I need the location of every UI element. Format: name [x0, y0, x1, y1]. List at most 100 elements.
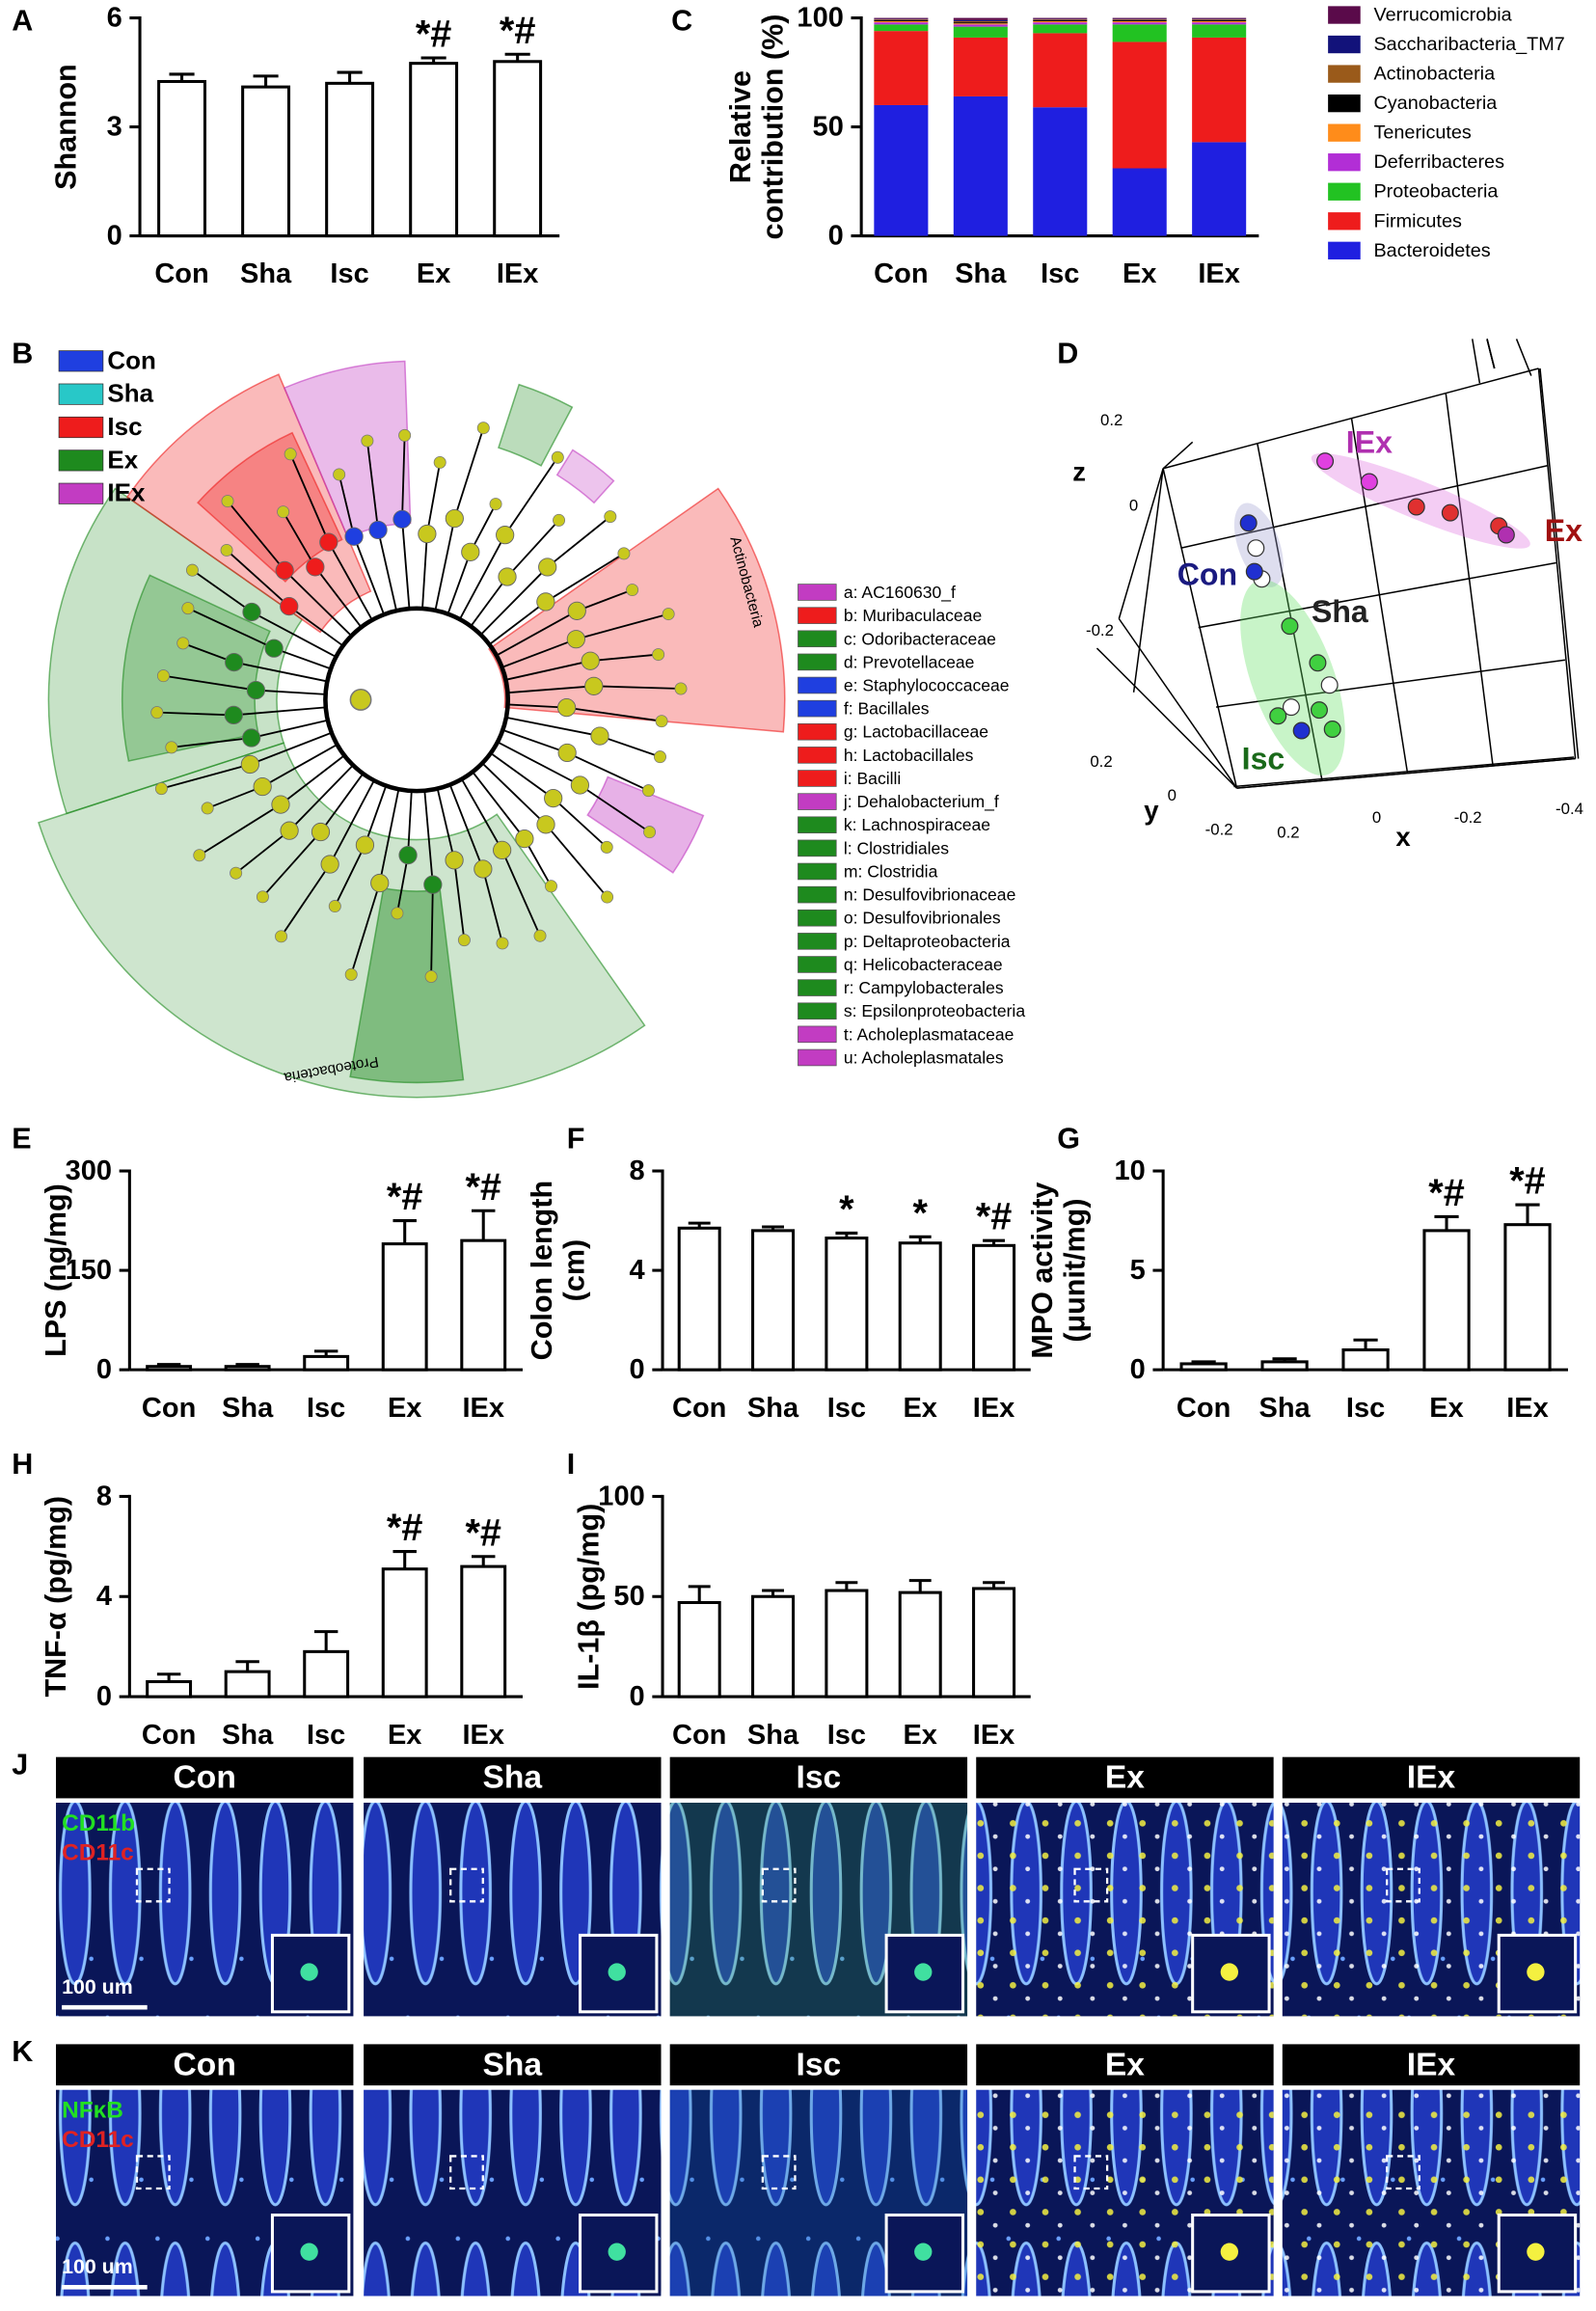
leaf	[654, 750, 666, 764]
bar	[146, 1679, 193, 1699]
zoom-region	[449, 1867, 484, 1903]
significance-mark: *#	[465, 1511, 501, 1554]
column-header	[976, 2044, 1274, 2086]
node	[225, 652, 244, 672]
bar-segment	[1033, 24, 1088, 34]
bar-segment	[953, 23, 1008, 25]
x-tick-label: Ex	[903, 1720, 936, 1751]
bar-segment	[874, 19, 929, 21]
node	[253, 776, 272, 797]
x-tick-label: Isc	[330, 258, 368, 289]
stain-label: CD11c	[62, 1839, 134, 1865]
taxon-swatch	[798, 933, 837, 950]
pca-grid	[1118, 618, 1238, 789]
node	[246, 680, 266, 700]
legend-label: Bacteroidetes	[1373, 240, 1490, 261]
leaf	[398, 428, 412, 442]
bar	[1179, 1362, 1228, 1372]
taxon-label: h: Lactobacillales	[844, 746, 974, 765]
clade-highlight	[47, 487, 304, 815]
axis-label: x	[1395, 822, 1411, 852]
x-tick-label: Isc	[307, 1393, 345, 1424]
significance-mark: *#	[465, 1166, 501, 1209]
axis-label: z	[1072, 456, 1086, 486]
clade-highlight	[197, 431, 343, 583]
bar	[677, 1600, 721, 1699]
pca-grid	[1162, 367, 1539, 470]
taxon-swatch	[798, 1002, 837, 1020]
clade-highlight	[555, 449, 615, 504]
y-tick-label: 5	[1130, 1255, 1146, 1286]
pca-grid	[1350, 418, 1409, 774]
node	[498, 567, 517, 586]
x-tick-label: Sha	[222, 1720, 274, 1751]
legend-label: Deferribacteres	[1373, 151, 1504, 173]
bar-segment	[1112, 17, 1167, 19]
x-tick-label: IEx	[497, 258, 539, 289]
node	[461, 542, 480, 561]
column-header	[56, 1756, 354, 1799]
column-header	[669, 2044, 968, 2086]
x-tick-label: Ex	[1429, 1393, 1463, 1424]
panel-letter: D	[1057, 338, 1078, 370]
bar	[460, 1238, 507, 1372]
sample-point	[1239, 514, 1258, 532]
bar-segment	[953, 22, 1008, 24]
leaf	[496, 937, 509, 950]
legend-label: Saccharibacteria_TM7	[1373, 34, 1564, 55]
leaf	[617, 547, 631, 560]
x-tick-label: Ex	[1123, 258, 1156, 289]
group-label: Isc	[1242, 742, 1285, 776]
y-tick-label: 0	[107, 221, 122, 252]
taxon-label: k: Lachnospiraceae	[844, 815, 990, 834]
bar-segment	[874, 24, 929, 32]
leaf	[275, 930, 288, 943]
bar-segment	[874, 19, 929, 20]
bar	[241, 85, 291, 238]
node	[242, 728, 261, 748]
bar	[1503, 1223, 1552, 1372]
bar	[409, 62, 459, 238]
column-header	[364, 1756, 662, 1799]
inset-cell	[1527, 2243, 1545, 2261]
taxon-swatch	[798, 722, 837, 741]
node	[355, 835, 375, 855]
y-tick-label: 150	[66, 1255, 112, 1286]
group-ellipse	[1240, 580, 1345, 776]
taxon-swatch	[798, 793, 837, 810]
bar	[751, 1594, 796, 1699]
stain-label: CD11c	[62, 2127, 134, 2153]
leaf	[457, 934, 471, 947]
node	[496, 526, 515, 545]
node	[398, 846, 418, 865]
bar	[493, 60, 543, 238]
x-tick-label: Isc	[307, 1720, 345, 1751]
sample-point	[1269, 707, 1287, 725]
leaf	[601, 890, 614, 904]
leaf	[600, 840, 613, 854]
x-tick-label: Isc	[827, 1393, 866, 1424]
leaf	[150, 706, 164, 720]
x-tick-label: Ex	[417, 258, 450, 289]
leaf	[433, 455, 446, 469]
x-tick-label: Isc	[827, 1720, 866, 1751]
panel-letter: H	[12, 1448, 33, 1481]
leaf	[154, 782, 168, 796]
bar-segment	[874, 104, 929, 236]
bar	[157, 79, 207, 238]
bar	[825, 1237, 869, 1372]
bar-segment	[1192, 142, 1247, 236]
x-tick-label: IEx	[462, 1393, 504, 1424]
y-tick-label: 0	[1130, 1354, 1146, 1385]
taxon-swatch	[798, 1048, 837, 1067]
bar-segment	[1192, 24, 1247, 38]
significance-mark: *#	[976, 1196, 1013, 1238]
legend-swatch	[58, 482, 104, 504]
pca-grid	[1515, 339, 1532, 376]
node	[275, 560, 294, 581]
bar-segment	[874, 17, 929, 19]
leaf	[533, 929, 547, 942]
node	[242, 602, 261, 622]
x-tick-label: Con	[672, 1720, 726, 1751]
